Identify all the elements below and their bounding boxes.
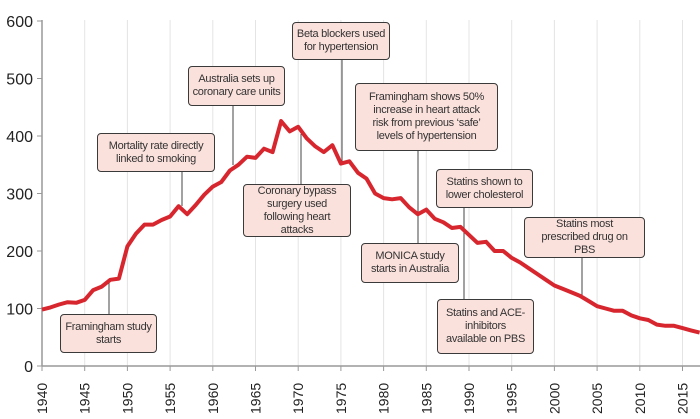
y-tick-label: 300 xyxy=(6,187,33,204)
x-tick-label: 1955 xyxy=(162,383,178,414)
x-tick-label: 2010 xyxy=(632,383,648,414)
y-tick-label: 0 xyxy=(24,359,33,376)
x-tick-label: 1995 xyxy=(504,383,520,414)
x-tick-label: 1945 xyxy=(77,383,93,414)
annotation-framingham-hypertension: Framingham shows 50% increase in heart a… xyxy=(355,83,498,151)
annotation-beta-blockers: Beta blockers used for hypertension xyxy=(292,22,390,60)
x-tick-label: 1940 xyxy=(34,383,50,414)
x-tick-label: 1990 xyxy=(461,383,477,414)
annotation-statins-most-prescribed: Statins most prescribed drug on PBS xyxy=(524,217,645,258)
x-tick-label: 2015 xyxy=(675,383,691,414)
annotation-smoking: Mortality rate directly linked to smokin… xyxy=(97,133,215,172)
annotation-bypass: Coronary bypass surgery used following h… xyxy=(243,184,351,237)
x-tick-label: 1975 xyxy=(333,383,349,414)
x-tick-label: 1970 xyxy=(290,383,306,414)
y-tick-label: 200 xyxy=(6,244,33,261)
annotation-monica: MONICA study starts in Australia xyxy=(361,243,459,283)
y-tick-label: 400 xyxy=(6,129,33,146)
annotation-coronary-care: Australia sets up coronary care units xyxy=(188,66,285,106)
x-tick-label: 2000 xyxy=(546,383,562,414)
x-tick-label: 1950 xyxy=(119,383,135,414)
x-tick-label: 1965 xyxy=(248,383,264,414)
mortality-line xyxy=(41,119,700,335)
x-tick-label: 1960 xyxy=(205,383,221,414)
y-tick-label: 100 xyxy=(6,302,33,319)
x-tick-label: 1980 xyxy=(376,383,392,414)
annotation-statins-ace: Statins and ACE-inhibitors available on … xyxy=(437,299,534,354)
y-tick-label: 500 xyxy=(6,72,33,89)
x-tick-label: 2005 xyxy=(589,383,605,414)
annotation-statins-cholesterol: Statins shown to lower cholesterol xyxy=(436,169,533,208)
y-tick-label: 600 xyxy=(6,14,33,31)
x-tick-label: 1985 xyxy=(418,383,434,414)
annotation-framingham-study: Framingham study starts xyxy=(60,314,157,353)
